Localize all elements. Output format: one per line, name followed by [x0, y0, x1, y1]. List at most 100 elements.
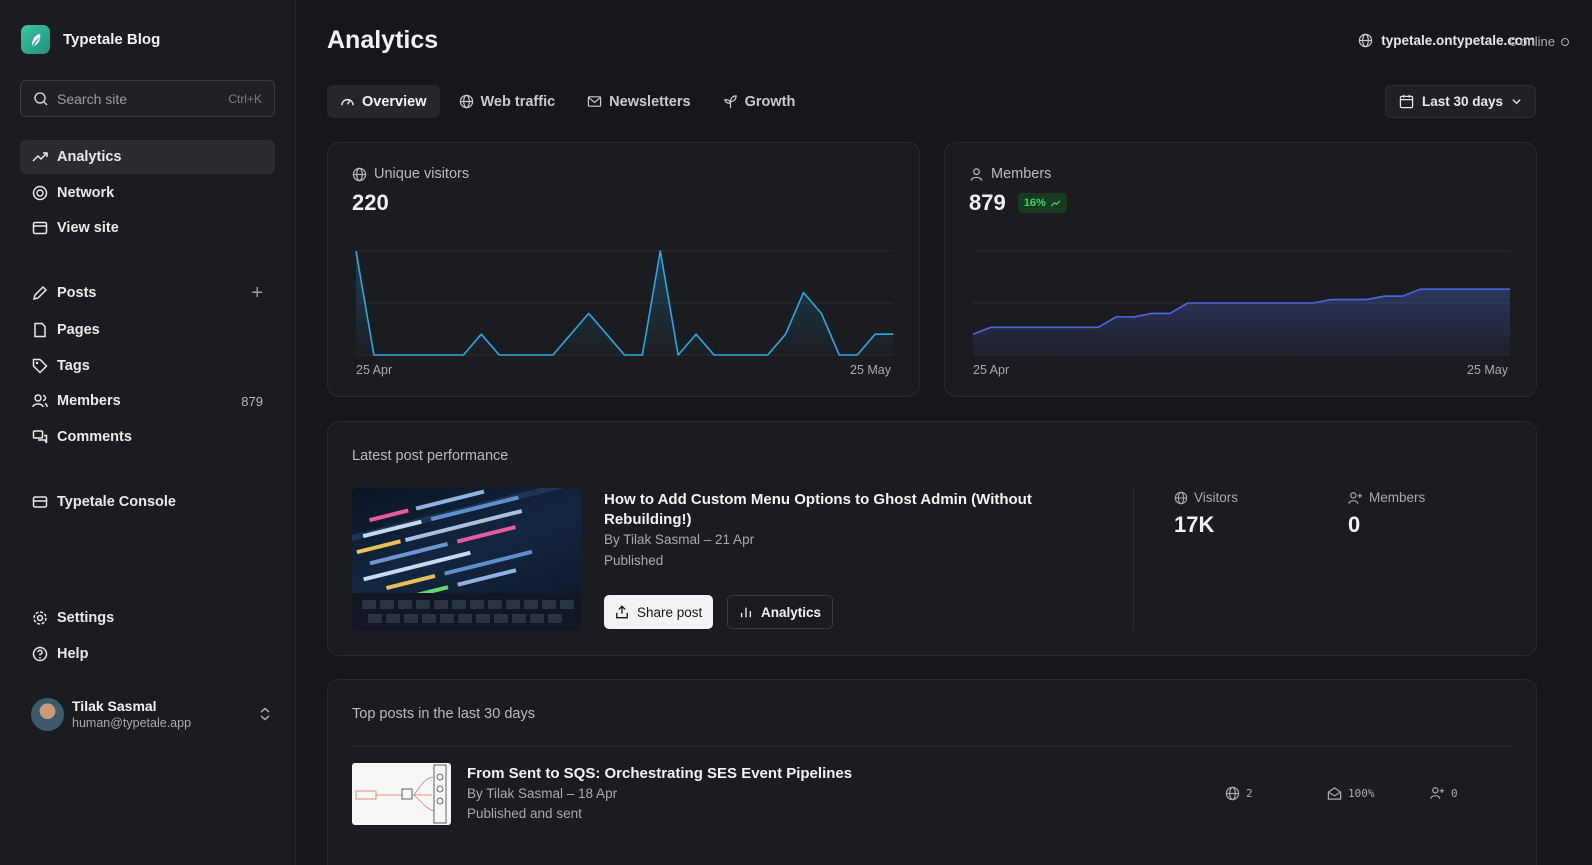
mail-open-icon: [1327, 787, 1342, 800]
page-title: Analytics: [327, 26, 439, 54]
post-members-label: Members: [1348, 490, 1425, 505]
globe-icon: [459, 94, 473, 109]
nav-label: Typetale Console: [57, 494, 176, 510]
add-post-icon[interactable]: +: [251, 281, 263, 304]
top-post-open-rate-value: 100%: [1348, 787, 1375, 800]
nav-label: Help: [57, 646, 89, 662]
divider: [352, 746, 1512, 747]
nav-pages[interactable]: Pages: [20, 313, 275, 347]
user-menu[interactable]: Tilak Sasmal human@typetale.app: [31, 697, 271, 731]
globe-icon: [1174, 491, 1188, 504]
nav-label: Tags: [57, 358, 90, 374]
nav-posts[interactable]: Posts +: [20, 276, 275, 310]
post-visitors-value: 17K: [1174, 512, 1215, 537]
visitors-label: Unique visitors: [352, 166, 469, 182]
series-line: [355, 250, 893, 356]
nav-view-site[interactable]: View site: [20, 211, 275, 245]
change-value: 16%: [1023, 197, 1046, 209]
user-plus-icon: [1430, 787, 1445, 799]
help-icon: [32, 646, 49, 663]
nav-label: Network: [57, 185, 115, 201]
top-post-open-rate: 100%: [1327, 786, 1375, 801]
nav-help[interactable]: Help: [20, 637, 275, 671]
top-post-members-value: 0: [1451, 786, 1458, 800]
sidebar: Typetale Blog Search site Ctrl+K Analyti…: [0, 0, 296, 865]
calendar-icon: [1399, 94, 1414, 109]
nav-typetale-console[interactable]: Typetale Console: [20, 485, 275, 519]
post-status: Published: [604, 553, 664, 568]
nav-settings[interactable]: Settings: [20, 601, 275, 635]
online-count: 0 online: [1509, 34, 1555, 49]
search-icon: [34, 91, 48, 106]
nav-network[interactable]: Network: [20, 176, 275, 210]
share-post-button[interactable]: Share post: [604, 595, 714, 629]
nav-tags[interactable]: Tags: [20, 349, 275, 383]
top-post-title[interactable]: From Sent to SQS: Orchestrating SES Even…: [467, 765, 853, 782]
brand[interactable]: Typetale Blog: [21, 25, 160, 54]
share-post-label: Share post: [637, 604, 703, 620]
share-icon: [616, 605, 628, 619]
user-name: Tilak Sasmal: [72, 698, 157, 714]
site-url: typetale.ontypetale.com: [1381, 33, 1535, 48]
latest-post-card: Latest post performance: [327, 421, 1537, 656]
search-placeholder: Search site: [57, 90, 128, 107]
tab-newsletters[interactable]: Newsletters: [574, 85, 703, 118]
user-icon: [970, 167, 983, 181]
site-link[interactable]: typetale.ontypetale.com: [1358, 33, 1535, 48]
top-post-image[interactable]: [352, 763, 451, 825]
post-feature-image[interactable]: [352, 488, 581, 631]
sprout-icon: [723, 95, 737, 109]
search-shortcut: Ctrl+K: [228, 91, 262, 106]
nav-label: View site: [57, 220, 119, 236]
stat-label-text: Members: [1369, 490, 1426, 505]
post-visitors-label: Visitors: [1174, 490, 1238, 505]
nav-members[interactable]: Members 879: [20, 384, 275, 418]
members-value: 879 16%: [969, 190, 1067, 216]
visitors-chart: [355, 250, 893, 356]
change-badge: 16%: [1017, 193, 1067, 213]
nav-label: Settings: [57, 610, 115, 626]
nav-analytics[interactable]: Analytics: [20, 140, 275, 174]
post-analytics-button[interactable]: Analytics: [727, 595, 834, 629]
stat-label-text: Visitors: [1194, 490, 1239, 505]
top-posts-card: Top posts in the last 30 days From Sent …: [327, 679, 1537, 865]
globe-icon: [1225, 786, 1240, 801]
post-title[interactable]: How to Add Custom Menu Options to Ghost …: [604, 491, 1032, 528]
visitors-card[interactable]: Unique visitors 220 25 Apr 25 May: [327, 142, 920, 397]
members-value-number: 879: [969, 190, 1006, 215]
top-post-visitors: 2: [1225, 786, 1253, 801]
globe-icon: [1359, 33, 1373, 48]
globe-icon: [352, 167, 367, 181]
nav-comments[interactable]: Comments: [20, 420, 275, 454]
trend-icon: [32, 149, 49, 166]
members-icon: [32, 393, 49, 410]
tab-overview[interactable]: Overview: [327, 85, 440, 118]
brand-name: Typetale Blog: [63, 31, 161, 48]
tab-web-traffic[interactable]: Web traffic: [446, 85, 569, 118]
date-range-select[interactable]: Last 30 days: [1384, 85, 1536, 118]
browser-icon: [32, 220, 49, 237]
trend-up-icon: [1050, 199, 1061, 207]
brand-logo-icon: [21, 25, 50, 54]
kpi-label-text: Unique visitors: [374, 166, 470, 182]
x-axis-end: 25 May: [1467, 363, 1508, 377]
nav-label: Comments: [57, 429, 132, 445]
nav-label: Posts: [57, 285, 97, 301]
x-axis-start: 25 Apr: [973, 363, 1010, 377]
tab-growth[interactable]: Growth: [710, 85, 809, 118]
console-icon: [32, 494, 49, 511]
tab-label: Growth: [744, 93, 796, 110]
post-analytics-label: Analytics: [761, 604, 822, 620]
search-input[interactable]: Search site Ctrl+K: [20, 80, 275, 117]
analytics-tabs: Overview Web traffic Newsletters Growth: [327, 85, 808, 118]
members-card[interactable]: Members 879 16% 25 Apr 25 May: [944, 142, 1537, 397]
user-email: human@typetale.app: [72, 716, 192, 730]
members-label: Members: [969, 166, 1051, 182]
top-post-members: 0: [1430, 786, 1458, 800]
series-area: [973, 289, 1510, 355]
post-meta: By Tilak Sasmal – 21 Apr: [604, 532, 755, 547]
date-range-label: Last 30 days: [1421, 94, 1503, 109]
series-line: [972, 288, 1510, 335]
members-count: 879: [241, 393, 263, 409]
user-plus-icon: [1348, 491, 1363, 504]
